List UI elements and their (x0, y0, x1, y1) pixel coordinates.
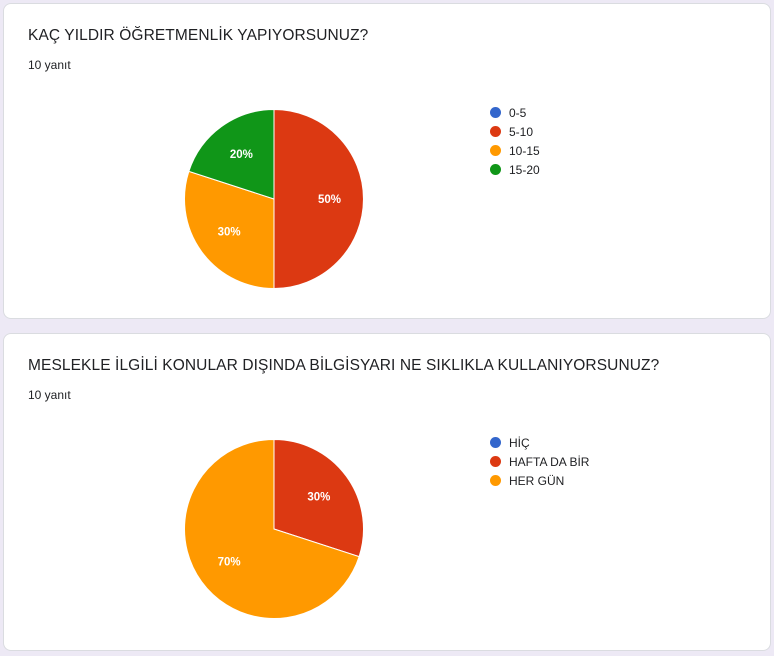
legend-swatch (490, 145, 501, 156)
legend-label: 5-10 (509, 124, 534, 139)
legend-swatch (490, 437, 501, 448)
pie-slice-15-20 (188, 108, 275, 200)
pie-data-label: 30% (307, 491, 330, 503)
legend-swatch (490, 475, 501, 486)
response-count: 10 yanıt (28, 388, 71, 402)
response-count: 10 yanıt (28, 58, 71, 72)
pie-slice-10-15 (184, 170, 275, 290)
legend-swatch (490, 164, 501, 175)
legend-swatch (490, 456, 501, 467)
pie-slice-5-10 (273, 108, 364, 290)
legend-item: HAFTA DA BİR (490, 452, 589, 471)
chart-legend: 0-5 5-10 10-15 15-20 (490, 103, 540, 179)
legend-label: 0-5 (509, 105, 527, 120)
legend-item: 5-10 (490, 122, 540, 141)
pie-chart: 50% 30% 20% (184, 108, 364, 290)
chart-legend: HİÇ HAFTA DA BİR HER GÜN (490, 433, 589, 490)
legend-label: 10-15 (509, 143, 540, 158)
legend-item: 15-20 (490, 160, 540, 179)
legend-label: HAFTA DA BİR (509, 454, 590, 469)
legend-swatch (490, 107, 501, 118)
pie-data-label: 70% (218, 557, 241, 569)
pie-chart: 30% 70% (184, 438, 364, 619)
pie-slice-hafta-da-bi-r (273, 438, 364, 558)
legend-item: 0-5 (490, 103, 540, 122)
pie-data-label: 20% (230, 149, 253, 161)
pie-slice-her-gün (184, 438, 360, 619)
question-card: KAÇ YILDIR ÖĞRETMENLİK YAPIYORSUNUZ? 10 … (3, 3, 771, 319)
legend-label: 15-20 (509, 162, 540, 177)
question-title: MESLEKLE İLGİLİ KONULAR DIŞINDA BİLGİSYA… (28, 357, 660, 374)
legend-item: HİÇ (490, 433, 589, 452)
question-card: MESLEKLE İLGİLİ KONULAR DIŞINDA BİLGİSYA… (3, 333, 771, 651)
legend-item: 10-15 (490, 141, 540, 160)
pie-data-label: 50% (318, 194, 341, 206)
legend-label: HİÇ (509, 435, 530, 450)
legend-swatch (490, 126, 501, 137)
question-title: KAÇ YILDIR ÖĞRETMENLİK YAPIYORSUNUZ? (28, 27, 369, 44)
pie-data-label: 30% (218, 227, 241, 239)
legend-item: HER GÜN (490, 471, 589, 490)
legend-label: HER GÜN (509, 473, 565, 488)
